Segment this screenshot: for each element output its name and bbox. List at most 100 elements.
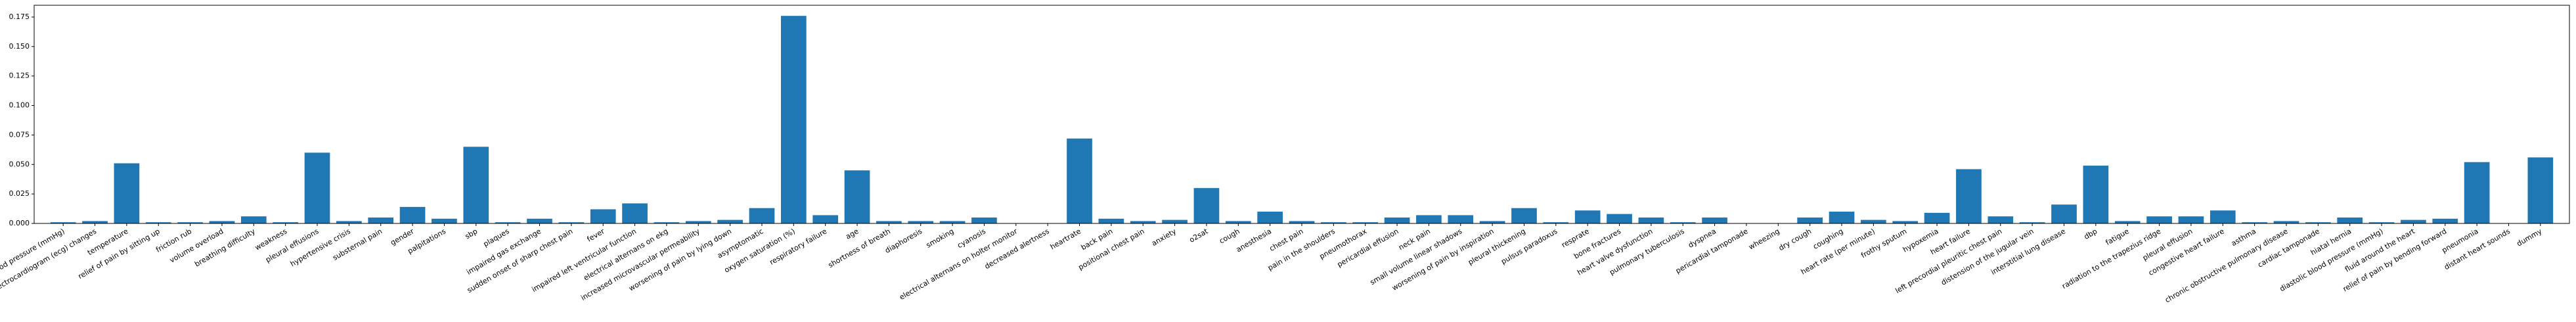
x-tick-label: smoking [925,227,956,250]
bar [1416,215,1442,223]
bar [145,222,171,223]
x-tick-label: sbp [464,227,479,241]
bar [2464,162,2490,223]
bar [717,219,743,223]
bar [2019,222,2045,223]
bar [2527,157,2554,223]
bar [1607,214,1632,223]
bar [1829,212,1855,223]
y-tick-label: 0.000 [9,219,30,227]
bar [812,215,839,223]
bar [2051,204,2077,223]
bar [2337,218,2363,223]
bar [495,222,521,223]
bar [971,218,997,223]
bar [527,218,552,223]
bar [2242,222,2267,223]
y-tick-label: 0.050 [9,160,30,168]
bar [114,163,140,223]
bar [368,218,394,223]
bar [1543,222,1569,223]
y-tick-label: 0.025 [9,189,30,198]
plot-frame [33,5,2570,224]
bar [1702,218,1727,223]
y-tick-label: 0.075 [9,130,30,139]
bar [558,222,585,223]
bar [1130,221,1156,223]
y-tick-label: 0.125 [9,72,30,80]
bar [2146,216,2172,223]
x-tick-label: anxiety [1150,227,1178,248]
x-tick-label: o2sat [1188,227,1210,244]
bar [240,216,267,223]
x-tick-label: dry cough [1777,227,1813,252]
bar [844,170,870,223]
bar [1289,221,1315,223]
bar [1574,210,1601,223]
x-tick-label: dbp [2083,227,2099,241]
bar [2114,221,2141,223]
bar [939,221,966,223]
bar [1162,219,1188,223]
bar [2178,216,2204,223]
bar [1638,218,1664,223]
bar [1225,221,1251,223]
bar [2210,210,2236,223]
x-tick-label: breathing difficulty [193,227,257,269]
bar [2305,222,2331,223]
x-tick-label: wheezing [1747,227,1781,251]
y-tick-label: 0.150 [9,42,30,51]
bar [82,221,108,223]
bar [2401,219,2426,223]
bar [1321,222,1346,223]
bar [1098,218,1124,223]
bar [1352,222,1379,223]
bar [1511,208,1537,223]
bar [432,218,457,223]
bar [876,221,902,223]
bar [1797,218,1823,223]
bar [1257,212,1283,223]
bar [1448,215,1474,223]
bar [1384,218,1410,223]
bar [2083,166,2109,223]
x-tick-label: pleural thickening [1467,227,1527,267]
x-tick-label: fever [586,227,607,244]
bar [590,209,616,223]
bar [399,206,426,223]
x-tick-label: heartrate [1049,227,1082,251]
x-tick-label: fatigue [2104,227,2131,247]
bar [273,222,298,223]
x-tick-label: dummy [2516,227,2544,248]
bar [1924,212,1950,223]
x-tick-label: respiratory failure [768,227,828,267]
bar [50,222,76,223]
bar [1988,216,2014,223]
bar [1670,222,1696,223]
bar [304,152,330,223]
y-tick-label: 0.175 [9,12,30,21]
bar [622,203,648,223]
bar [2273,221,2299,223]
y-tick-label: 0.100 [9,101,30,110]
bar [908,221,934,223]
x-tick-label: gender [389,227,416,247]
bar [2432,218,2458,223]
bar [749,208,775,223]
x-tick-label: cough [1218,227,1241,245]
x-tick-label: pulsus paradoxus [1499,227,1559,266]
bar [1067,138,1092,223]
bar [1956,169,1982,223]
bar [654,222,680,223]
bar [336,221,362,223]
bar [780,16,807,223]
x-tick-label: anesthesia [1235,227,1273,254]
x-tick-label: pericardial effusion [1336,227,1400,269]
bar [209,221,235,223]
bar [177,222,203,223]
bar [1892,221,1919,223]
x-tick-label: age [844,227,860,241]
bar [685,221,711,223]
bar [2368,222,2395,223]
